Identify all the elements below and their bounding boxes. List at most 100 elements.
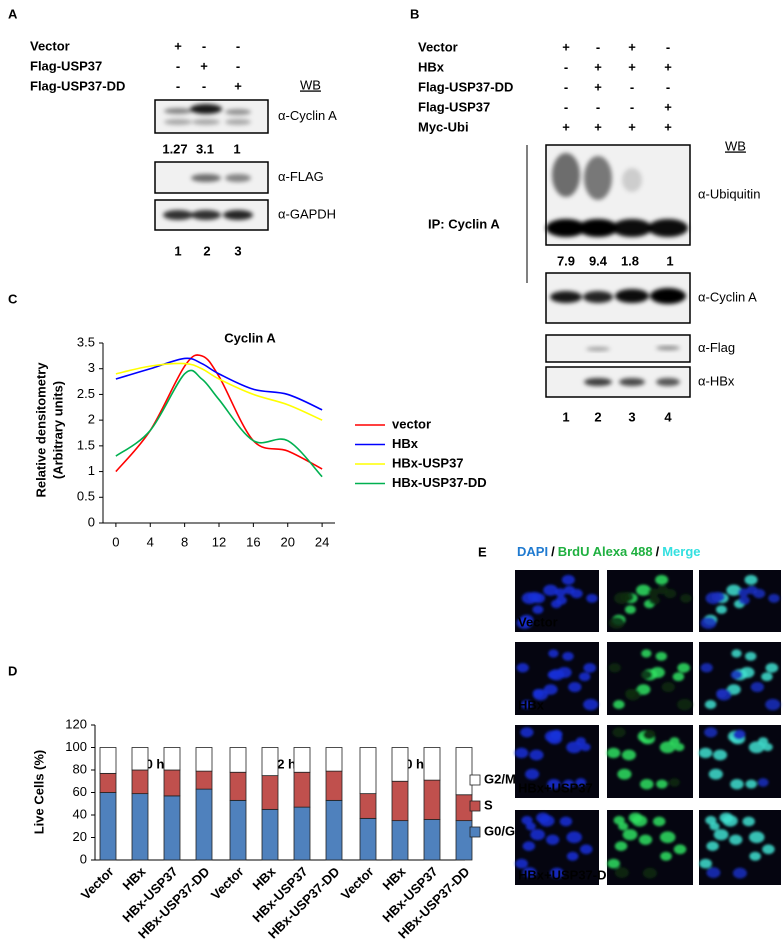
sign: + [594,79,602,94]
bar-segment [99,792,117,861]
band [223,210,253,220]
legend-label: HBx-USP37-DD [392,475,487,490]
blot-bands [550,288,686,304]
sign: + [594,59,602,74]
nucleus [730,779,744,790]
nucleus [640,670,653,680]
series-line [115,362,323,421]
micrograph [607,810,693,885]
nucleus [669,778,680,787]
bar-segment [359,793,377,819]
bar-segment [423,819,441,861]
blot-bands [164,104,251,125]
legend-swatch [469,774,481,786]
sign: - [564,99,568,114]
nucleus [578,672,591,682]
nucleus [607,858,620,869]
nucleus [758,737,769,746]
bar-segment [195,747,213,772]
nucleus [521,700,533,709]
nucleus [708,768,723,780]
y-tick-label: 80 [73,761,87,776]
nucleus [622,829,638,841]
nucleus [614,841,628,851]
blot-label: α-Ubiquitin [698,186,760,201]
bar-segment [359,817,377,861]
band [619,378,645,386]
y-axis-label: (Arbitrary units) [50,381,65,479]
nucleus [757,778,769,787]
nucleus [536,812,550,824]
sign: + [174,38,182,53]
sign: - [630,99,634,114]
nucleus [640,779,654,790]
bar-segment [163,795,181,861]
nucleus [669,737,680,746]
panel-label: D [8,663,17,678]
header-part: DAPI [517,544,548,559]
bar-segment [261,808,279,861]
nucleus [652,816,666,827]
nucleus [549,867,564,879]
nucleus [636,584,651,596]
bar-segment [293,806,311,861]
sign: + [234,78,242,93]
nucleus [713,829,729,841]
blot-label: α-FLAG [278,169,324,184]
blot-bands [191,174,251,182]
condition-label: Flag-USP37 [30,58,102,73]
y-tick-label: 100 [65,739,87,754]
micrograph [699,570,781,632]
nucleus [762,844,775,855]
sign: + [628,59,636,74]
quantification: 1 [666,253,673,268]
sign: - [202,38,206,53]
nucleus [614,867,629,878]
nucleus [655,651,667,661]
nucleus [613,700,625,709]
cells [608,649,693,711]
x-tick-label: 24 [315,534,329,549]
nucleus [648,588,659,597]
bar-segment [325,747,343,772]
band [552,153,580,197]
sign: - [236,58,240,73]
nucleus [566,851,579,861]
nucleus [738,596,750,605]
bar-segment [229,771,247,801]
condition-label: Vector [418,39,458,54]
row-label: HBx+USP37 [518,780,593,795]
bar-segment [163,747,181,771]
ip-label: IP: Cyclin A [428,216,500,231]
nucleus [532,605,544,614]
cells [606,727,685,790]
nucleus [677,662,690,673]
blot-label: α-Cyclin A [278,108,337,123]
micrograph [699,810,781,885]
row-label: HBx+USP37-DD [518,867,616,882]
panel-label: A [8,6,18,21]
band [225,109,251,115]
nucleus [726,584,742,596]
legend-label: HBx-USP37 [392,455,464,470]
sign: - [236,38,240,53]
bar-segment [229,747,247,773]
band [584,156,612,200]
nucleus [672,672,685,682]
bar-segment [163,769,181,797]
condition-label: HBx [418,59,445,74]
nucleus [525,768,540,780]
y-tick-label: 3.5 [77,334,95,349]
nucleus [516,617,533,629]
bar-segment [359,747,377,795]
nucleus [744,574,758,585]
bar-segment [261,747,279,777]
sign: + [628,39,636,54]
condition-label: Flag-USP37 [418,99,490,114]
micrograph [606,725,693,798]
cells [515,812,593,879]
blot [154,199,269,231]
condition-label: Flag-USP37-DD [418,79,513,94]
header-part: / [656,544,660,559]
bar-segment [99,747,117,774]
